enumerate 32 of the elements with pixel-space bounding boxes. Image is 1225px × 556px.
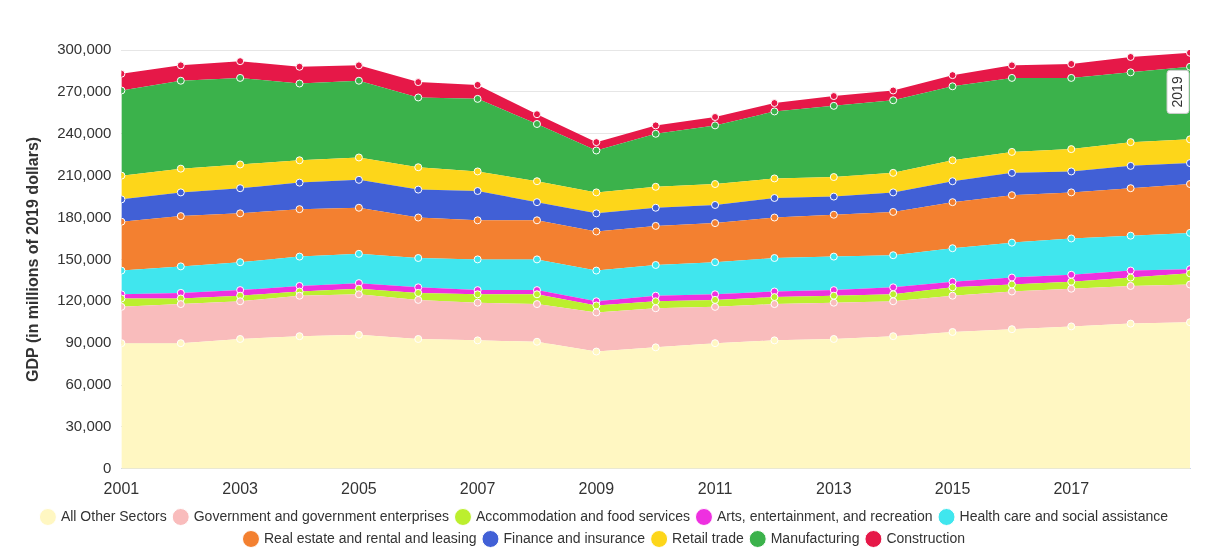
- y-tick-label: 30,000: [65, 417, 112, 435]
- legend-label: Retail trade: [672, 529, 744, 546]
- y-axis-title: GDP (in millions of 2019 dollars): [24, 136, 42, 382]
- x-tick-label: 2009: [578, 479, 615, 497]
- y-tick-label: 270,000: [57, 82, 112, 100]
- x-tick-label: 2001: [103, 479, 140, 497]
- x-tick-label: 2017: [1053, 479, 1090, 497]
- legend-label: Accommodation and food services: [475, 507, 690, 524]
- annotation: 2019: [1168, 76, 1185, 108]
- x-tick-label: 2007: [459, 479, 496, 497]
- legend-label: Arts, entertainment, and recreation: [716, 507, 933, 524]
- y-tick-label: 120,000: [57, 291, 112, 309]
- legend-label: Finance and insurance: [503, 529, 646, 546]
- legend-label: All Other Sectors: [60, 507, 167, 524]
- legend-label: Health care and social assistance: [959, 507, 1169, 524]
- y-tick-label: 180,000: [57, 207, 112, 225]
- y-tick-label: 210,000: [57, 165, 112, 183]
- legend-label: Real estate and rental and leasing: [263, 529, 477, 546]
- y-tick-label: 150,000: [57, 249, 112, 267]
- y-tick-label: 240,000: [57, 123, 112, 141]
- y-tick-label: 60,000: [65, 375, 112, 393]
- legend-label: Government and government enterprises: [193, 507, 449, 524]
- legend-label: Manufacturing: [770, 529, 860, 546]
- y-tick-label: 90,000: [65, 333, 112, 351]
- x-tick-label: 2013: [816, 479, 852, 497]
- y-tick-label: 300,000: [57, 40, 112, 58]
- x-tick-label: 2005: [341, 479, 377, 497]
- x-tick-label: 2015: [934, 479, 971, 497]
- x-tick-label: 2003: [222, 479, 259, 497]
- y-tick-label: 0: [103, 458, 112, 476]
- legend-label: Construction: [886, 529, 966, 546]
- x-tick-label: 2011: [697, 479, 733, 497]
